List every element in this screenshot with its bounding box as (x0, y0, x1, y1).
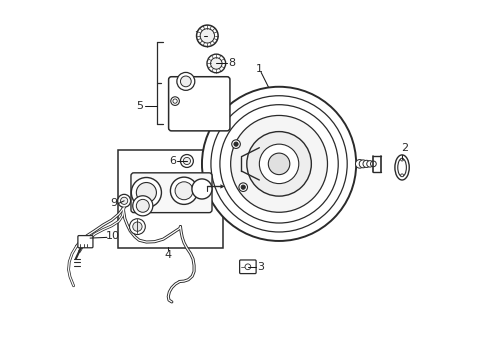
FancyBboxPatch shape (131, 173, 212, 213)
Text: 3: 3 (258, 262, 265, 272)
Circle shape (202, 87, 356, 241)
Circle shape (363, 160, 370, 167)
Circle shape (136, 183, 156, 203)
Text: 6: 6 (169, 156, 176, 166)
Circle shape (359, 160, 367, 168)
Circle shape (171, 97, 179, 105)
FancyBboxPatch shape (240, 260, 256, 274)
Bar (118, 149, 223, 248)
Circle shape (200, 29, 215, 43)
Circle shape (269, 153, 290, 175)
Text: 10: 10 (106, 231, 120, 240)
Text: 7: 7 (194, 31, 201, 41)
Circle shape (232, 140, 240, 148)
Circle shape (131, 177, 161, 208)
Circle shape (180, 154, 194, 167)
Circle shape (175, 182, 193, 200)
Circle shape (136, 199, 149, 212)
Circle shape (196, 25, 218, 46)
Text: 2: 2 (401, 143, 408, 153)
Circle shape (245, 264, 251, 270)
FancyBboxPatch shape (169, 77, 230, 131)
Text: 5: 5 (136, 102, 143, 112)
Circle shape (231, 116, 327, 212)
Ellipse shape (398, 158, 406, 176)
Circle shape (367, 161, 373, 167)
Circle shape (177, 72, 195, 90)
Circle shape (121, 197, 128, 204)
Circle shape (118, 194, 131, 207)
Circle shape (133, 196, 153, 216)
Circle shape (173, 99, 177, 103)
Circle shape (180, 76, 191, 87)
Circle shape (259, 144, 299, 184)
Circle shape (247, 132, 311, 196)
Text: 1: 1 (256, 64, 263, 74)
Circle shape (401, 174, 403, 177)
FancyBboxPatch shape (78, 235, 93, 248)
Circle shape (129, 219, 146, 234)
Text: 4: 4 (164, 250, 171, 260)
Circle shape (241, 185, 245, 189)
Text: 9: 9 (111, 198, 118, 208)
Circle shape (133, 222, 142, 231)
Circle shape (239, 183, 247, 192)
Circle shape (401, 158, 403, 161)
Circle shape (183, 157, 191, 165)
Circle shape (370, 161, 376, 167)
Circle shape (211, 96, 347, 232)
Circle shape (211, 58, 222, 69)
Circle shape (355, 159, 364, 168)
Circle shape (207, 54, 225, 73)
Text: 8: 8 (228, 58, 235, 68)
Circle shape (192, 179, 212, 199)
Circle shape (220, 105, 338, 223)
Ellipse shape (395, 155, 409, 180)
Circle shape (234, 142, 238, 146)
Circle shape (171, 177, 197, 204)
